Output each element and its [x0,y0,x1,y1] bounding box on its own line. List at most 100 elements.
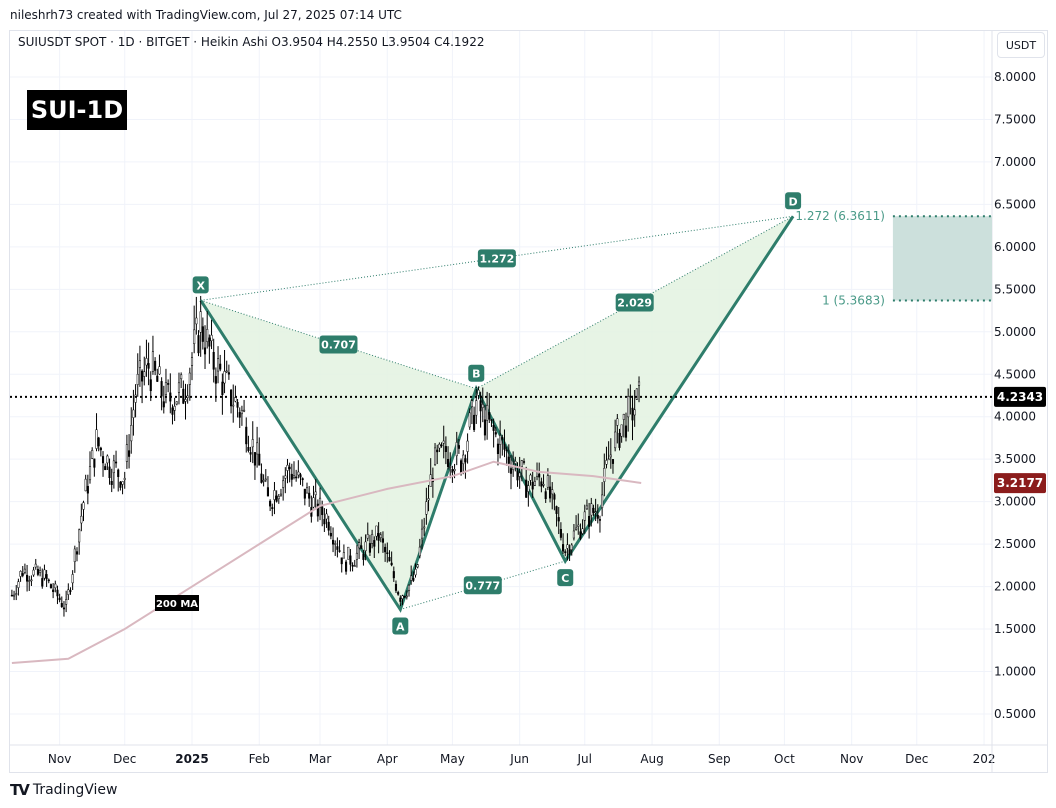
candle-body [418,546,421,557]
candle-body [390,562,393,566]
candle-body [414,569,417,576]
candle-body [631,407,634,421]
ratio-label: 0.777 [465,579,500,592]
candle-body [26,574,29,582]
ma-price-label: 3.2177 [997,476,1043,490]
candle-body [540,481,543,487]
candle-body [206,329,209,342]
candle-body [71,574,74,584]
candle-body [290,473,293,480]
candle-body [288,466,291,470]
candle-body [475,400,478,416]
point-label: D [789,195,798,208]
candle-body [457,445,460,449]
candle-body [438,443,441,449]
candle-body [460,460,463,473]
candle-body [442,440,445,444]
candle-body [321,506,324,516]
candle-body [531,481,534,490]
candle-body [58,597,61,601]
candle-body [193,329,196,344]
ratio-label-box [615,293,654,312]
candle-body [223,371,226,384]
candle-body [145,358,148,366]
tradingview-logo[interactable]: TV TradingView [10,781,117,799]
candle-body [375,525,378,537]
candle-body [423,526,426,529]
candle-body [605,460,608,465]
candle-body [78,529,81,543]
candle-body [251,439,254,448]
candle-body [538,473,541,478]
y-tick-label: 2.0000 [994,580,1036,594]
y-tick-label: 8.0000 [994,70,1036,84]
candle-body [420,528,424,539]
candle-body [282,480,285,488]
ma-label-box [155,595,199,611]
candle-body [581,528,584,534]
candle-body [585,505,588,510]
candle-body [592,507,595,513]
candle-body [579,531,582,539]
candle-body [529,474,532,481]
candle-body [149,379,152,392]
candle-body [507,456,510,464]
y-tick-label: 4.0000 [994,410,1036,424]
candle-body [453,469,456,472]
y-tick-label: 7.5000 [994,112,1036,126]
candle-body [93,458,96,468]
candle-body [525,479,528,498]
candle-body [156,375,159,382]
candle-body [143,371,146,377]
x-tick-label: Feb [249,752,270,766]
candle-body [101,456,105,464]
candle-body [624,425,628,438]
candle-body [232,404,235,407]
candle-body [462,454,465,465]
candle-body [601,494,604,508]
candle-body [262,480,265,482]
currency-button[interactable]: USDT [997,32,1045,58]
candle-body [570,544,573,550]
ratio-label: 2.029 [617,296,652,309]
candle-body [323,519,326,525]
candle-body [479,400,482,412]
x-tick-label: May [440,752,465,766]
candle-body [271,507,274,510]
candle-body [230,389,233,407]
candle-body [607,458,610,461]
candle-body [470,400,473,408]
ma200-line [11,460,642,665]
candle-body [275,495,278,502]
candle-body [522,461,526,463]
candle-body [308,492,311,499]
candle-body [60,603,63,608]
candle-body [164,382,168,395]
candle-body [15,593,18,595]
candle-body [566,544,569,549]
candle-body [203,347,207,355]
candle-body [305,487,309,494]
candle-body [104,466,107,471]
candle-body [45,574,48,580]
candle-body [464,458,467,463]
candle-body [473,414,476,430]
candle-body [19,571,22,577]
candle-body [47,579,50,582]
candle-body [477,389,480,396]
candle-body [501,437,504,440]
candle-body [594,511,597,513]
candle-body [392,571,395,579]
candle-body [245,426,248,445]
candle-body [43,569,46,579]
candle-body [583,511,586,521]
point-label: A [396,621,405,634]
candle-body [247,447,250,451]
x-tick-label: Jun [509,752,529,766]
candle-body [559,529,562,538]
y-tick-label: 5.5000 [994,282,1036,296]
candle-body [603,467,606,482]
candle-body [65,599,68,605]
candle-body [327,521,330,531]
